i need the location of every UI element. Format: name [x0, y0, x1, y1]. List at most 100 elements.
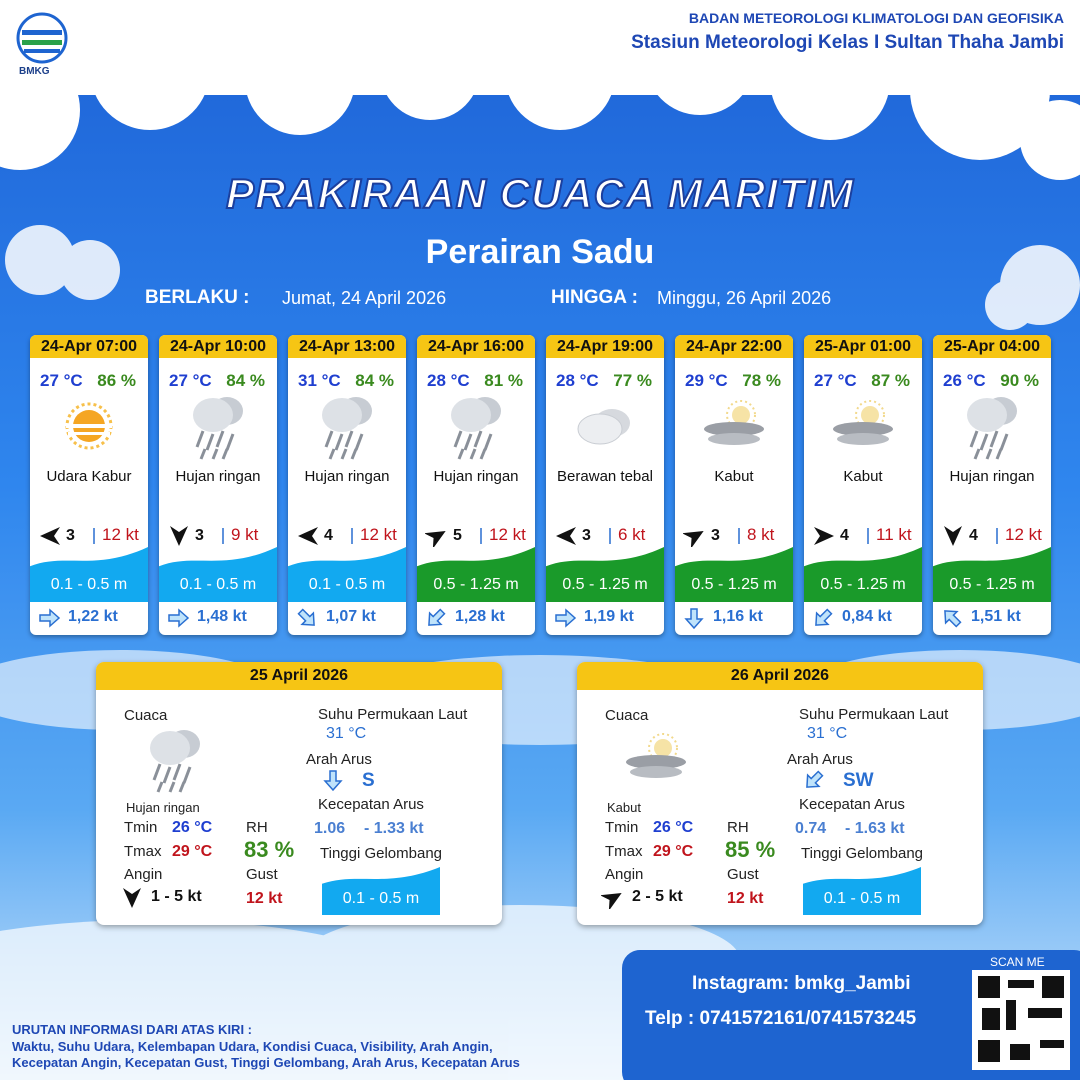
cloud	[985, 280, 1035, 330]
fog	[630, 766, 682, 778]
weather-icon	[626, 733, 686, 778]
card-wind: 3	[711, 527, 720, 544]
rain	[354, 433, 364, 451]
card-temp: 31 °C	[298, 371, 341, 390]
wind-direction	[944, 526, 962, 546]
instagram: Instagram: bmkg_Jambi	[692, 973, 911, 994]
current-dir: SW	[843, 770, 874, 791]
wind-direction-wrap	[120, 887, 144, 914]
wave-shape	[804, 547, 922, 602]
rain	[195, 430, 205, 448]
current-arrow	[39, 608, 61, 628]
current-direction-wrap	[803, 769, 827, 798]
weather-icon	[150, 730, 200, 793]
wave-bg	[804, 547, 922, 602]
fog	[833, 422, 893, 436]
scan-me: SCAN ME	[990, 955, 1045, 969]
qr-module	[1008, 980, 1034, 988]
sun	[861, 406, 879, 424]
card-current: 1,28 kt	[455, 608, 505, 625]
wave-bg	[30, 547, 148, 602]
fog	[626, 755, 686, 769]
wind-direction	[123, 888, 141, 908]
separator	[738, 528, 740, 544]
wave-label: Tinggi Gelombang	[320, 845, 443, 862]
card-rh: 84 %	[226, 371, 265, 390]
wave-bg	[675, 547, 793, 602]
tmax-label: Tmax	[124, 843, 162, 860]
current-direction-wrap	[683, 607, 707, 635]
card-time: 24-Apr 22:00	[675, 335, 793, 358]
title: PRAKIRAAN CUACA MARITIM	[225, 169, 855, 218]
current-dir: S	[362, 770, 375, 791]
card-wave: 0.5 - 1.25 m	[691, 576, 777, 593]
card-time: 24-Apr 16:00	[417, 335, 535, 358]
card-current: 1,16 kt	[713, 608, 763, 625]
weather-icon-wrap	[828, 391, 898, 468]
weather-icon	[193, 397, 243, 460]
card-current: 1,48 kt	[197, 608, 247, 625]
rain	[178, 781, 186, 793]
wave-bg	[159, 547, 277, 602]
wind-arrow	[944, 526, 962, 546]
current-arrow	[684, 608, 704, 630]
card-rh: 86 %	[97, 371, 136, 390]
weather-icon-wrap	[957, 391, 1027, 468]
cloud	[451, 398, 491, 432]
to-date: Minggu, 26 April 2026	[657, 288, 832, 308]
weather-icon	[577, 409, 630, 445]
separator-wrap	[350, 527, 354, 550]
wind-direction	[170, 526, 188, 546]
current-direction	[39, 608, 61, 628]
wave-bg	[803, 867, 921, 915]
card-wave: 0.5 - 1.25 m	[433, 576, 519, 593]
panel-date: 25 April 2026	[96, 662, 502, 690]
current-direction	[944, 610, 962, 628]
current-direction	[428, 608, 446, 626]
qr-module	[1006, 1000, 1016, 1030]
sun	[654, 739, 672, 757]
wind-direction	[814, 527, 834, 545]
current-speed-label: Kecepatan Arus	[799, 796, 905, 813]
fog	[704, 422, 764, 436]
separator-wrap	[995, 527, 999, 550]
forecast-card: 24-Apr 22:00 29 °C 78 % Kabut 3 8 kt 0.5 - 1.2…	[675, 335, 793, 635]
rain	[344, 430, 354, 448]
card-time: 24-Apr 13:00	[288, 335, 406, 358]
card-temp: 28 °C	[427, 371, 470, 390]
card-current: 1,07 kt	[326, 608, 376, 625]
wave-shape	[159, 547, 277, 602]
rain	[199, 448, 207, 460]
rain	[182, 766, 192, 784]
rain	[340, 448, 348, 460]
tmin-label: Tmin	[124, 819, 158, 836]
gust: 12 kt	[246, 890, 283, 907]
qr-finder	[1042, 976, 1064, 998]
card-weather: Hujan ringan	[175, 468, 261, 485]
wind-arrow	[423, 531, 446, 549]
separator	[480, 528, 482, 544]
card-gust: 12 kt	[102, 525, 139, 544]
separator	[867, 528, 869, 544]
from-label: BERLAKU :	[145, 287, 250, 308]
wind-direction-wrap	[681, 525, 707, 552]
wind-arrow	[123, 888, 141, 908]
haze	[68, 432, 110, 435]
current-direction	[806, 770, 824, 788]
wind-arrow	[170, 526, 188, 546]
current-arrow	[168, 608, 190, 628]
current-direction	[684, 608, 704, 630]
logo-stripe	[22, 40, 62, 45]
qr-module	[982, 1008, 1000, 1030]
tmin: 26 °C	[172, 819, 213, 836]
separator-wrap	[221, 527, 225, 550]
rain	[211, 448, 219, 460]
daily-panel: 26 April 2026 Cuaca Kabut Tmin 26 °C Tmax 29 °…	[577, 662, 983, 925]
card-temp: 26 °C	[943, 371, 986, 390]
card-time: 24-Apr 10:00	[159, 335, 277, 358]
separator-wrap	[479, 527, 483, 550]
info-title: URUTAN INFORMASI DARI ATAS KIRI :	[12, 1022, 252, 1037]
current-direction	[323, 770, 343, 792]
rain	[453, 430, 463, 448]
